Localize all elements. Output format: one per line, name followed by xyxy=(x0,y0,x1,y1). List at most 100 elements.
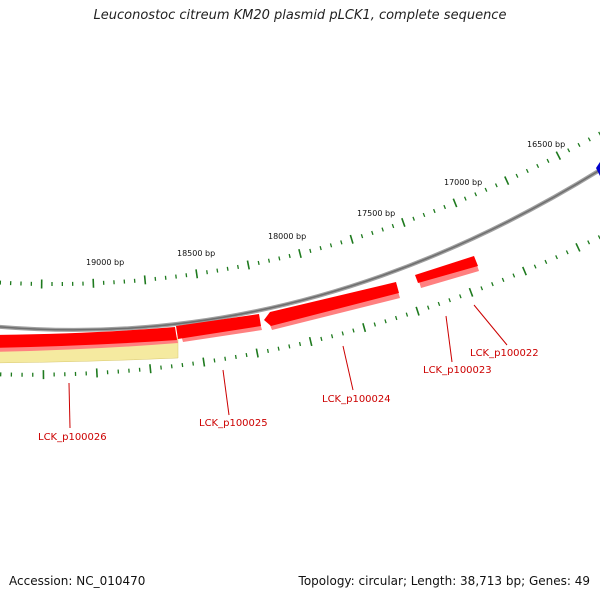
gene-label-lck-p100026[interactable]: LCK_p100026 xyxy=(38,432,107,443)
outer-ring-tick xyxy=(216,268,219,273)
outer-ring-tick xyxy=(195,269,199,279)
gene-arrow-lck-p100023[interactable] xyxy=(415,256,479,288)
outer-tick-ring xyxy=(0,131,600,289)
outer-ring-tick xyxy=(577,142,581,147)
outer-ring-tick xyxy=(319,246,322,251)
outer-ring-tick xyxy=(257,260,260,265)
inner-ring-tick xyxy=(308,336,313,347)
outer-ring-tick xyxy=(309,248,312,253)
outer-ring-tick xyxy=(236,264,240,270)
inner-ring-tick xyxy=(427,305,430,310)
gene-arrow-lck-p100025[interactable] xyxy=(176,314,262,342)
inner-ring-tick xyxy=(224,356,227,361)
outer-ring-tick xyxy=(536,163,540,169)
outer-ring-tick xyxy=(298,248,302,259)
summary-text: Topology: circular; Length: 38,713 bp; G… xyxy=(298,574,590,588)
inner-ring-tick xyxy=(245,352,248,358)
backbone-inner xyxy=(0,169,600,331)
inner-ring-tick xyxy=(384,319,387,324)
inner-ring-tick xyxy=(575,242,581,252)
outer-ring-tick xyxy=(452,198,458,208)
outer-ring-tick xyxy=(504,176,510,186)
gene-arrow-lck-p100026[interactable] xyxy=(0,327,178,352)
outer-ring-tick xyxy=(371,230,374,235)
inner-ring-tick xyxy=(298,341,302,347)
inner-ring-tick xyxy=(533,264,537,269)
outer-ring-tick xyxy=(546,158,550,163)
inner-ring-tick xyxy=(288,344,291,349)
inner-tick-ring xyxy=(0,235,600,380)
inner-ring-tick xyxy=(373,322,377,327)
outer-ring-tick xyxy=(463,196,467,201)
outer-ring-tick xyxy=(329,243,333,248)
inner-ring-tick xyxy=(352,328,355,333)
outer-ring-tick xyxy=(422,212,426,218)
gene-label-lck-p100025[interactable]: LCK_p100025 xyxy=(199,418,268,429)
map-title: Leuconostoc citreum KM20 plasmid pLCK1, … xyxy=(93,8,507,23)
inner-ring-tick xyxy=(480,286,484,291)
inner-ring-tick xyxy=(555,255,558,260)
inner-ring-tick xyxy=(544,259,548,264)
outer-ring-tick xyxy=(381,227,384,232)
inner-ring-tick xyxy=(255,348,259,358)
outer-ring-tick xyxy=(143,275,147,285)
inner-ring-tick xyxy=(149,364,152,374)
inner-ring-tick xyxy=(202,357,206,367)
inner-ring-tick xyxy=(512,273,516,278)
outer-ring-tick xyxy=(484,187,488,192)
inner-ring-tick xyxy=(394,315,398,321)
leader-line-lck-p100022 xyxy=(473,304,508,346)
outer-ring-tick xyxy=(340,240,343,245)
inner-ring-tick xyxy=(341,331,344,336)
inner-ring-tick xyxy=(491,282,494,287)
outer-ring-tick xyxy=(267,258,271,263)
inner-ring-tick xyxy=(437,301,441,307)
outer-ring-tick xyxy=(206,270,208,275)
inner-ring-tick xyxy=(181,362,184,368)
leader-line-lck-p100025 xyxy=(222,369,230,416)
outer-ring-tick xyxy=(412,216,415,221)
outer-ring-tick xyxy=(391,223,395,229)
gene-arrow-lck-p100024[interactable] xyxy=(264,282,400,330)
inner-ring-tick xyxy=(501,277,505,282)
accession-text: Accession: NC_010470 xyxy=(9,574,146,588)
outer-ring-tick xyxy=(246,260,250,270)
tick-label-16500: 16500 bp xyxy=(527,140,565,149)
inner-ring-tick xyxy=(448,298,451,303)
gene-label-lck-p100022[interactable]: LCK_p100022 xyxy=(470,348,539,359)
inner-ring-tick xyxy=(565,250,569,255)
outer-ring-tick xyxy=(288,253,291,259)
inner-ring-tick xyxy=(192,361,195,366)
gene-label-lck-p100024[interactable]: LCK_p100024 xyxy=(322,394,391,405)
inner-ring-tick xyxy=(521,266,527,276)
outer-ring-tick xyxy=(226,266,229,271)
inner-ring-tick xyxy=(277,346,280,351)
inner-ring-tick xyxy=(468,287,474,297)
outer-ring-tick xyxy=(349,234,354,244)
inner-ring-tick xyxy=(320,336,323,342)
outer-ring-tick xyxy=(401,217,406,227)
outer-ring-tick xyxy=(555,151,562,161)
leader-line-lck-p100026 xyxy=(68,382,71,429)
inner-ring-tick xyxy=(330,334,334,339)
tick-label-17000: 17000 bp xyxy=(444,178,482,187)
inner-ring-tick xyxy=(405,312,409,317)
outer-ring-tick xyxy=(567,148,571,153)
inner-ring-tick xyxy=(234,354,237,360)
outer-ring-tick xyxy=(494,183,498,188)
outer-ring-tick xyxy=(525,168,529,174)
gene-label-lck-p100023[interactable]: LCK_p100023 xyxy=(423,365,492,376)
outer-ring-tick xyxy=(474,192,478,197)
outer-ring-tick xyxy=(443,204,447,210)
leader-line-lck-p100023 xyxy=(445,315,453,363)
inner-ring-tick xyxy=(459,294,462,299)
inner-ring-tick xyxy=(415,306,420,316)
outer-ring-tick xyxy=(360,234,364,239)
outer-ring-tick xyxy=(587,137,591,142)
tick-label-19000: 19000 bp xyxy=(86,258,124,267)
inner-ring-tick xyxy=(587,240,591,245)
inner-ring-tick xyxy=(362,323,367,333)
outer-ring-tick xyxy=(433,208,436,214)
